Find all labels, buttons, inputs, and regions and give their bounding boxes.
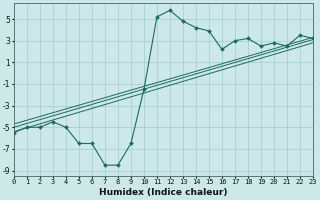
- X-axis label: Humidex (Indice chaleur): Humidex (Indice chaleur): [99, 188, 228, 197]
